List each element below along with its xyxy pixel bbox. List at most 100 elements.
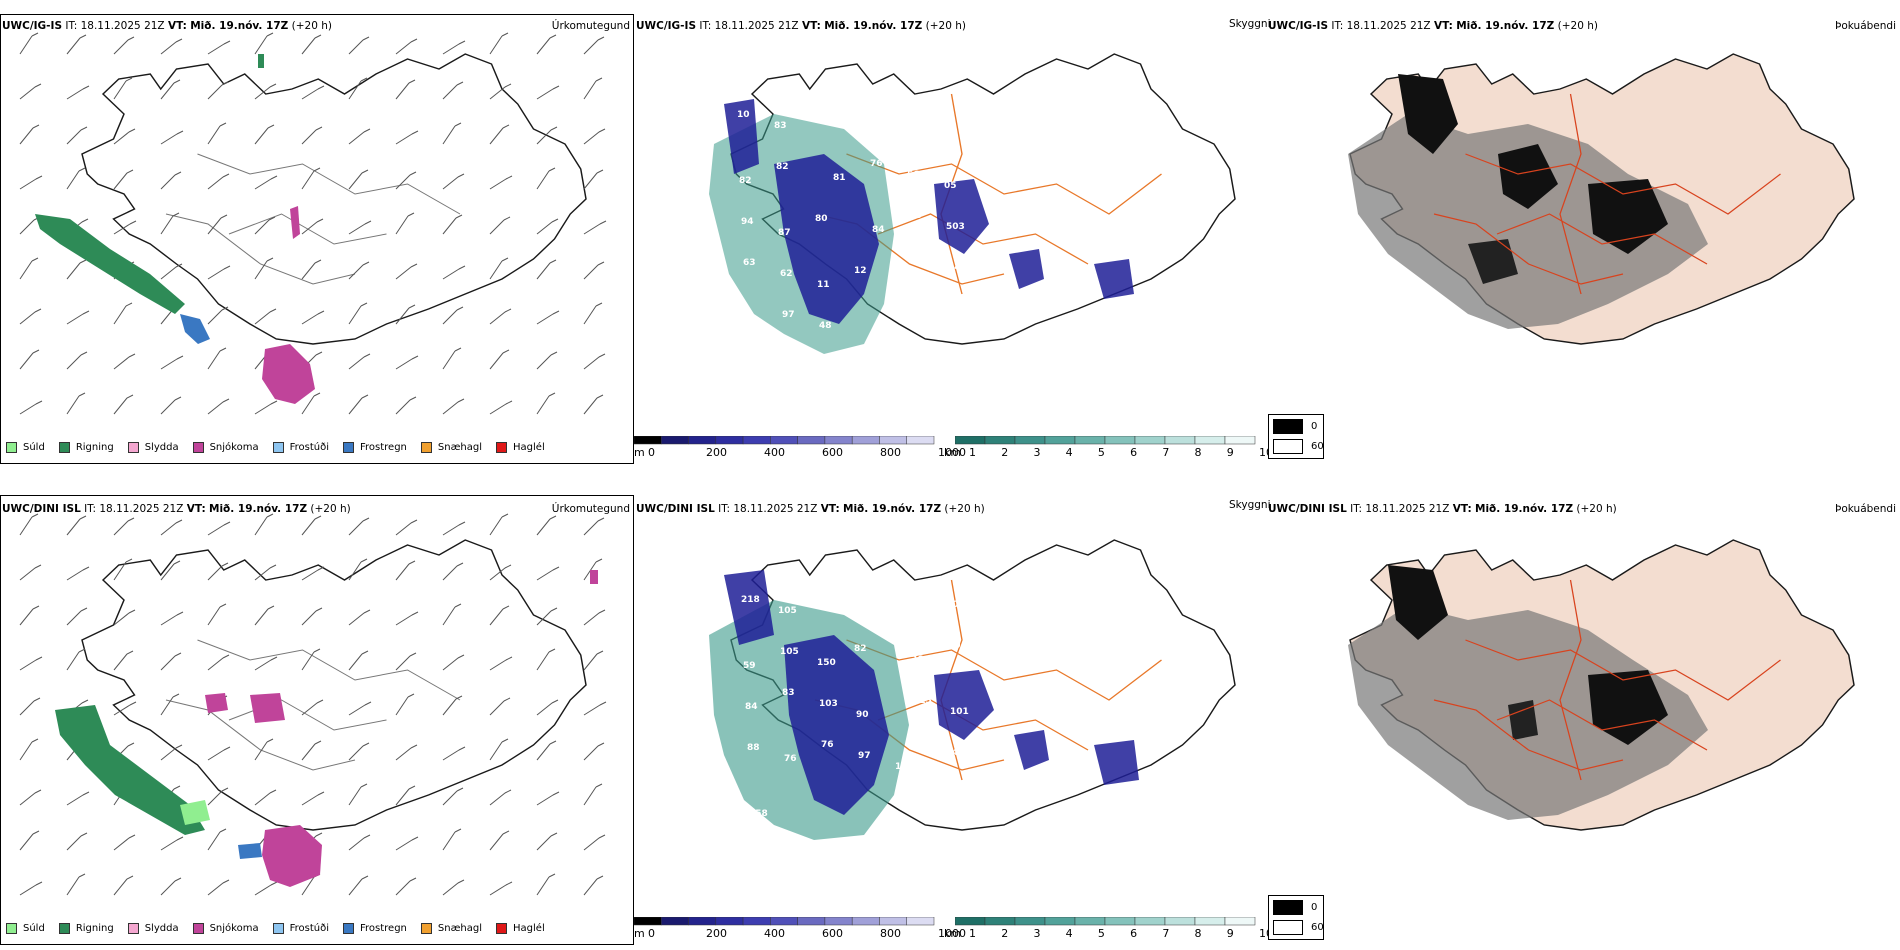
legend-entry: Snjókoma bbox=[192, 442, 259, 453]
visibility-unit: km bbox=[944, 446, 962, 459]
wind-barb bbox=[301, 34, 322, 55]
colorbar-segment bbox=[984, 436, 1016, 445]
colorbar-segment bbox=[1014, 917, 1046, 926]
cloud-base-label: 136 bbox=[909, 589, 928, 599]
wind-barb bbox=[583, 834, 606, 851]
wind-barb bbox=[254, 216, 276, 235]
wind-barb bbox=[160, 396, 182, 415]
wind-barb bbox=[19, 513, 39, 536]
wind-barb bbox=[536, 607, 558, 626]
cloud-base-label: 05 bbox=[944, 181, 957, 191]
wind-barb bbox=[160, 560, 181, 581]
wind-barb bbox=[66, 873, 86, 896]
panel-title: UWC/DINI ISL IT: 18.11.2025 21Z VT: Mið.… bbox=[1268, 503, 1617, 515]
wind-barb bbox=[395, 836, 419, 851]
colorbar-tick-label: 3 bbox=[1033, 446, 1041, 459]
wind-barb bbox=[301, 310, 325, 325]
wind-barb bbox=[113, 77, 133, 100]
cloud-base-label: 87 bbox=[815, 592, 828, 602]
colorbar-segment bbox=[906, 917, 935, 926]
wind-barb bbox=[583, 701, 607, 716]
wind-barb bbox=[489, 216, 511, 235]
precip-legend: Súld Rigning Slydda Snjókoma Frostúði Frostre… bbox=[6, 442, 559, 453]
wind-barb bbox=[113, 609, 136, 626]
wind-barb bbox=[489, 124, 510, 145]
wind-barb bbox=[207, 787, 229, 806]
wind-barb bbox=[66, 259, 87, 280]
wind-barb bbox=[19, 349, 40, 370]
legend-label: Frostregn bbox=[360, 442, 407, 453]
cloud-base-label: 81 bbox=[833, 173, 846, 183]
panel-type-label: Skyggni bbox=[1229, 499, 1271, 511]
wind-barb bbox=[583, 302, 603, 325]
wind-barb bbox=[66, 607, 88, 626]
wind-barb bbox=[536, 259, 557, 280]
colorbar-segment bbox=[634, 436, 662, 445]
cloud-base-label: 48 bbox=[819, 321, 832, 331]
wind-barb bbox=[489, 83, 512, 100]
cloud-base-label: 36 bbox=[872, 603, 885, 613]
colorbar-tick-label: 400 bbox=[764, 446, 785, 459]
colorbar-segment bbox=[634, 917, 662, 926]
wind-barb bbox=[489, 738, 509, 761]
cloud-base-label: 87 bbox=[778, 228, 791, 238]
wind-barb bbox=[160, 652, 182, 671]
wind-barb bbox=[395, 212, 415, 235]
wind-barb bbox=[489, 257, 509, 280]
colorbar-segment bbox=[851, 917, 880, 926]
wind-barb bbox=[66, 648, 86, 671]
legend-label: Snjókoma bbox=[209, 923, 259, 934]
wind-barb bbox=[442, 398, 465, 415]
wind-barb bbox=[19, 308, 42, 325]
wind-barb bbox=[395, 877, 417, 896]
fog-legend: 0 60 bbox=[1268, 414, 1324, 459]
colorbar-tick-label: 1000 bbox=[938, 446, 966, 459]
wind-barb bbox=[160, 611, 184, 626]
wind-barb bbox=[348, 36, 370, 55]
wind-barb bbox=[207, 828, 227, 851]
wind-barb bbox=[536, 832, 558, 851]
wind-barb bbox=[348, 77, 368, 100]
wind-barb bbox=[442, 81, 464, 100]
wind-barb bbox=[442, 562, 464, 581]
colorbar-segment bbox=[1224, 436, 1256, 445]
colorbar-segment bbox=[955, 436, 986, 445]
wind-barb bbox=[536, 85, 560, 100]
wind-barb bbox=[301, 648, 321, 671]
legend-label: Súld bbox=[23, 442, 45, 453]
wind-barb bbox=[583, 783, 603, 806]
panel-cloud-top: UWC/IG-IS IT: 18.11.2025 21Z VT: Mið. 19… bbox=[634, 14, 1271, 464]
cloud-base-label: 83 bbox=[782, 688, 795, 698]
colorbar-segment bbox=[1074, 917, 1106, 926]
legend-swatch bbox=[58, 923, 70, 934]
panel-title: UWC/DINI ISL IT: 18.11.2025 21Z VT: Mið.… bbox=[2, 503, 351, 515]
colorbar-segment bbox=[715, 917, 744, 926]
wind-barb bbox=[395, 396, 417, 415]
wind-barb bbox=[160, 519, 183, 536]
colorbar-tick-label: 7 bbox=[1162, 446, 1170, 459]
panel-type-label: Þokuábendi bbox=[1835, 20, 1896, 32]
wind-barb bbox=[19, 656, 43, 671]
wind-barb bbox=[348, 353, 371, 370]
cloud-base-label: 44 bbox=[952, 748, 965, 758]
wind-barb bbox=[160, 693, 180, 716]
wind-barb bbox=[536, 648, 556, 671]
colorbar-tick-label: 6 bbox=[1130, 446, 1138, 459]
wind-barb bbox=[348, 517, 370, 536]
wind-barb bbox=[66, 791, 90, 806]
cloud-base-label: 72 bbox=[911, 277, 924, 287]
wind-barb bbox=[348, 650, 369, 671]
wind-barb bbox=[160, 355, 184, 370]
cloud-base-label: 11 bbox=[817, 280, 830, 290]
wind-barb bbox=[489, 564, 512, 581]
colorbar-tick-label: 800 bbox=[880, 927, 901, 940]
wind-barb bbox=[583, 353, 606, 370]
wind-barb bbox=[207, 654, 230, 671]
legend-swatch bbox=[127, 442, 139, 453]
wind-barb bbox=[207, 40, 231, 55]
colorbar-segment bbox=[984, 917, 1016, 926]
wind-barb bbox=[160, 171, 182, 190]
wind-barb bbox=[442, 695, 463, 716]
wind-barb bbox=[583, 875, 604, 896]
colorbar-tick-label: 4 bbox=[1065, 446, 1073, 459]
